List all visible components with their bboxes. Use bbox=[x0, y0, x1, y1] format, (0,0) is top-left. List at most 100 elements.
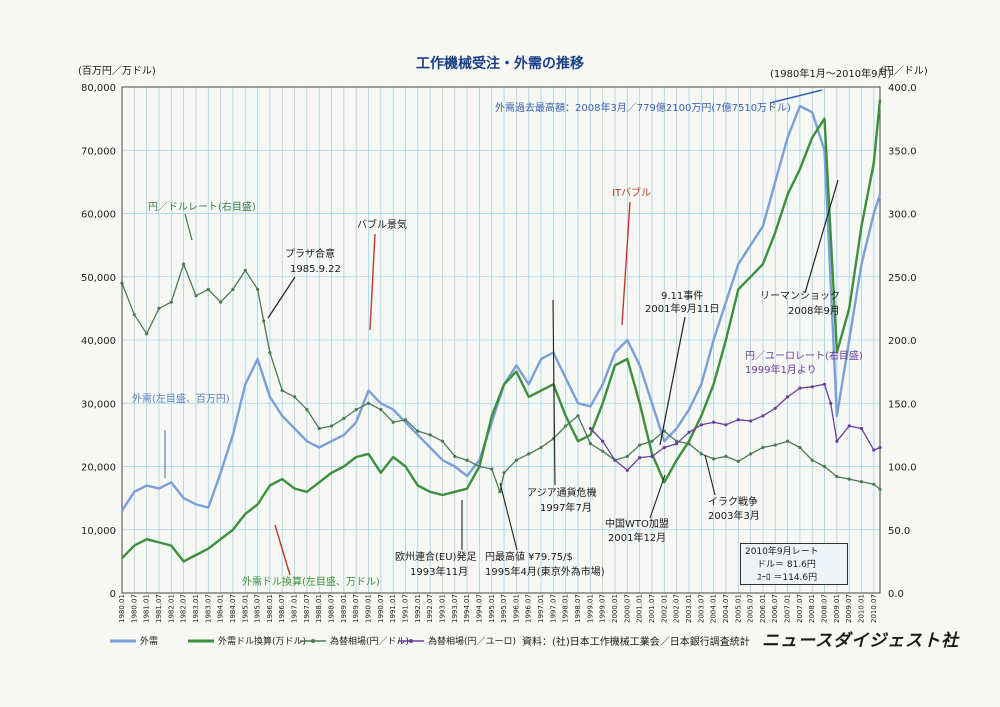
annotation-yen-high-1: 円最高値 ¥79.75/$ bbox=[485, 550, 573, 563]
series-point-3 bbox=[749, 419, 753, 423]
x-tick-label: 1990.01 bbox=[365, 594, 373, 623]
annotation-yen-dollar-rate: 円／ドルレート(右目盛) bbox=[148, 200, 256, 213]
x-tick-label: 1985.07 bbox=[254, 594, 262, 623]
series-point-2 bbox=[428, 433, 432, 437]
series-point-3 bbox=[687, 430, 691, 434]
x-tick-label: 1996.01 bbox=[512, 594, 520, 623]
x-tick-label: 2006.01 bbox=[759, 594, 767, 623]
annotation-china-wto-2: 2001年12月 bbox=[608, 531, 666, 544]
x-tick-label: 1997.07 bbox=[549, 594, 557, 623]
series-point-3 bbox=[638, 456, 642, 460]
series-point-3 bbox=[724, 423, 728, 427]
x-tick-label: 2006.07 bbox=[771, 594, 779, 623]
x-tick-label: 2007.01 bbox=[784, 594, 792, 623]
x-tick-label: 2010.01 bbox=[858, 594, 866, 623]
series-point-3 bbox=[847, 424, 851, 428]
series-point-3 bbox=[736, 418, 740, 422]
annotation-lehman-2: 2008年9月 bbox=[788, 304, 840, 317]
right-tick-label: 200.0 bbox=[888, 336, 917, 347]
annotation-eu-1: 欧州連合(EU)発足 bbox=[395, 550, 476, 563]
x-tick-label: 1995.01 bbox=[488, 594, 496, 623]
annotation-plaza-1: プラザ合意 bbox=[285, 247, 335, 260]
series-point-2 bbox=[699, 452, 703, 456]
x-tick-label: 1985.01 bbox=[241, 594, 249, 623]
series-point-2 bbox=[687, 442, 691, 446]
left-tick-label: 40,000 bbox=[81, 336, 116, 347]
rate-box-eur: ﾕｰﾛ ＝114.6円 bbox=[757, 573, 818, 583]
series-point-2 bbox=[262, 319, 266, 323]
x-tick-label: 1981.01 bbox=[143, 594, 151, 623]
x-tick-label: 2002.01 bbox=[660, 594, 668, 623]
series-point-2 bbox=[736, 459, 740, 463]
series-point-2 bbox=[835, 475, 839, 479]
series-point-2 bbox=[712, 457, 716, 461]
x-tick-label: 2009.07 bbox=[845, 594, 853, 623]
series-point-2 bbox=[650, 439, 654, 443]
publisher-logo: ニュースダイジェスト社 bbox=[762, 631, 960, 651]
series-point-2 bbox=[157, 306, 161, 310]
series-point-3 bbox=[773, 406, 777, 410]
series-point-2 bbox=[145, 332, 149, 336]
annotation-overseas-demand: 外需(左目盛、百万円) bbox=[132, 392, 230, 405]
x-tick-label: 1992.01 bbox=[414, 594, 422, 623]
right-tick-label: 350.0 bbox=[888, 146, 917, 157]
series-point-3 bbox=[872, 448, 876, 452]
series-line-3 bbox=[589, 383, 881, 471]
series-point-3 bbox=[878, 445, 882, 450]
series-point-3 bbox=[675, 442, 679, 446]
series-point-3 bbox=[613, 458, 617, 462]
x-tick-label: 1987.01 bbox=[291, 594, 299, 623]
legend-overseas-demand: 外需 bbox=[140, 635, 158, 647]
legend-yen-dollar: 為替相場(円／ドル) bbox=[330, 635, 409, 647]
annotation-euro-rate-2: 1999年1月より bbox=[745, 363, 817, 376]
series-point-2 bbox=[490, 467, 494, 471]
series-line-1 bbox=[121, 99, 882, 563]
series-point-2 bbox=[859, 480, 864, 484]
x-tick-label: 1980.07 bbox=[130, 594, 138, 623]
left-tick-label: 0 bbox=[110, 589, 116, 600]
series-point-2 bbox=[576, 414, 580, 418]
x-tick-label: 1986.01 bbox=[266, 594, 274, 623]
x-tick-label: 1991.01 bbox=[389, 594, 397, 623]
right-tick-label: 50.0 bbox=[888, 526, 910, 537]
x-tick-label: 1984.07 bbox=[229, 594, 237, 623]
series-point-2 bbox=[366, 401, 371, 405]
annotation-asia-crisis-2: 1997年7月 bbox=[540, 501, 592, 514]
legend: 外需 外需ドル換算(万ドル) 為替相場(円／ドル) 為替相場(円／ユーロ) bbox=[110, 635, 516, 647]
annotations: 外需過去最高額：2008年3月／779億2100万円(7億7510万ドル) 円／… bbox=[132, 89, 863, 588]
grid bbox=[121, 86, 880, 594]
x-tick-label: 2004.01 bbox=[710, 594, 718, 623]
series-point-2 bbox=[231, 287, 235, 291]
rate-box-title: 2010年9月レート bbox=[745, 547, 819, 557]
left-tick-label: 10,000 bbox=[81, 526, 116, 537]
right-tick-label: 150.0 bbox=[888, 399, 917, 410]
x-tick-label: 1988.01 bbox=[315, 594, 323, 623]
x-tick-label: 1983.01 bbox=[192, 594, 200, 623]
series-point-2 bbox=[194, 294, 198, 298]
x-tick-label: 2000.07 bbox=[623, 594, 631, 623]
series-point-2 bbox=[317, 426, 321, 431]
series-point-3 bbox=[829, 401, 833, 405]
annotation-bubble: バブル景気 bbox=[357, 218, 407, 231]
x-tick-label: 2008.01 bbox=[808, 594, 816, 623]
annotation-911-2: 2001年9月11日 bbox=[645, 302, 720, 315]
series-line-0 bbox=[120, 104, 882, 512]
series-point-2 bbox=[268, 351, 272, 355]
series-point-2 bbox=[391, 420, 395, 424]
left-tick-label: 30,000 bbox=[81, 399, 116, 410]
x-tick-label: 1994.01 bbox=[463, 594, 471, 623]
series-point-2 bbox=[379, 408, 383, 412]
series-point-2 bbox=[539, 445, 543, 450]
left-tick-label: 80,000 bbox=[81, 83, 116, 94]
annotation-lehman-1: リーマンショック bbox=[760, 290, 840, 302]
x-tick-label: 2003.01 bbox=[685, 594, 693, 623]
x-tick-label: 1986.07 bbox=[278, 594, 286, 623]
right-tick-label: 100.0 bbox=[888, 463, 917, 474]
series-point-2 bbox=[810, 458, 814, 462]
series-point-3 bbox=[835, 439, 839, 443]
x-tick-label: 1992.07 bbox=[426, 594, 434, 623]
left-unit-label: (百万円／万ドル) bbox=[78, 65, 156, 77]
x-tick-label: 1989.01 bbox=[340, 594, 348, 623]
series-point-3 bbox=[588, 426, 593, 431]
right-unit-label: (円／ドル) bbox=[880, 65, 928, 77]
